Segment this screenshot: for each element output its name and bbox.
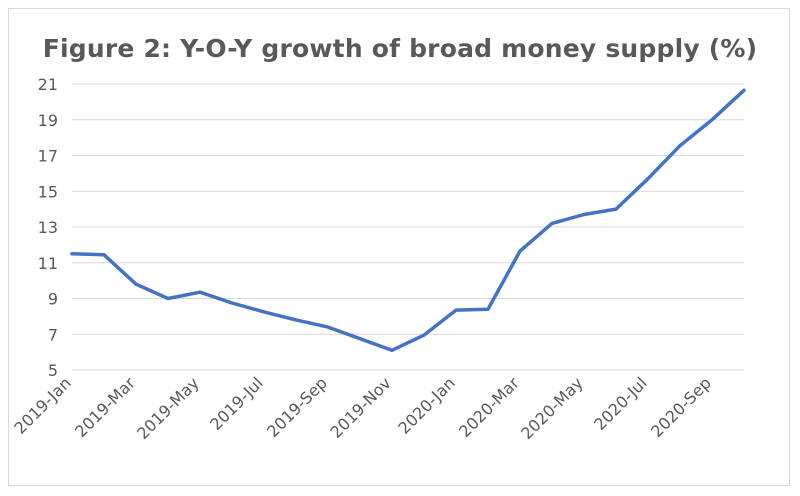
data-point	[422, 333, 426, 337]
y-tick-label: 13	[38, 218, 58, 237]
x-tick-label: 2020-Jan	[394, 373, 458, 437]
y-tick-label: 9	[48, 290, 58, 309]
x-tick-label: 2019-May	[133, 373, 203, 443]
data-point	[454, 308, 458, 312]
y-tick-label: 21	[38, 75, 58, 94]
x-tick-label: 2019-Mar	[71, 373, 139, 441]
x-tick-label: 2019-Jul	[206, 373, 267, 434]
data-point	[326, 325, 330, 329]
data-point	[646, 177, 650, 181]
series-line	[70, 88, 746, 353]
x-tick-label: 2019-Sep	[263, 373, 331, 441]
data-point	[166, 297, 170, 300]
x-tick-label: 2019-Nov	[326, 373, 394, 441]
data-point	[518, 249, 522, 253]
data-point	[262, 310, 266, 314]
y-tick-label: 15	[38, 182, 58, 201]
data-point	[550, 221, 554, 225]
y-axis-ticks: 5 7 9 11 13 15 17 19 21	[38, 75, 58, 380]
x-tick-label: 2020-Mar	[455, 373, 523, 441]
y-tick-label: 17	[38, 147, 58, 166]
data-point	[134, 282, 138, 286]
data-point	[102, 253, 106, 257]
x-tick-label: 2019-Jan	[10, 373, 74, 437]
data-point	[294, 318, 298, 322]
data-point	[678, 144, 682, 148]
data-point	[742, 88, 746, 92]
gridlines	[72, 83, 744, 371]
data-point	[390, 348, 394, 352]
data-point	[710, 118, 714, 122]
y-tick-label: 19	[38, 111, 58, 130]
y-tick-label: 7	[48, 325, 58, 344]
series-group	[70, 88, 746, 353]
data-point	[198, 290, 202, 294]
x-tick-label: 2020-Sep	[647, 373, 715, 441]
data-point	[230, 301, 234, 305]
data-point	[582, 212, 586, 216]
data-point	[486, 307, 490, 311]
chart-title: Figure 2: Y-O-Y growth of broad money su…	[42, 34, 758, 63]
data-point	[358, 337, 362, 341]
x-tick-label: 2020-May	[517, 373, 587, 443]
y-tick-label: 5	[48, 361, 58, 380]
data-point	[70, 252, 74, 256]
x-tick-label: 2020-Jul	[590, 373, 651, 434]
data-point	[614, 207, 618, 211]
y-tick-label: 11	[38, 254, 58, 273]
chart-frame	[8, 8, 790, 486]
